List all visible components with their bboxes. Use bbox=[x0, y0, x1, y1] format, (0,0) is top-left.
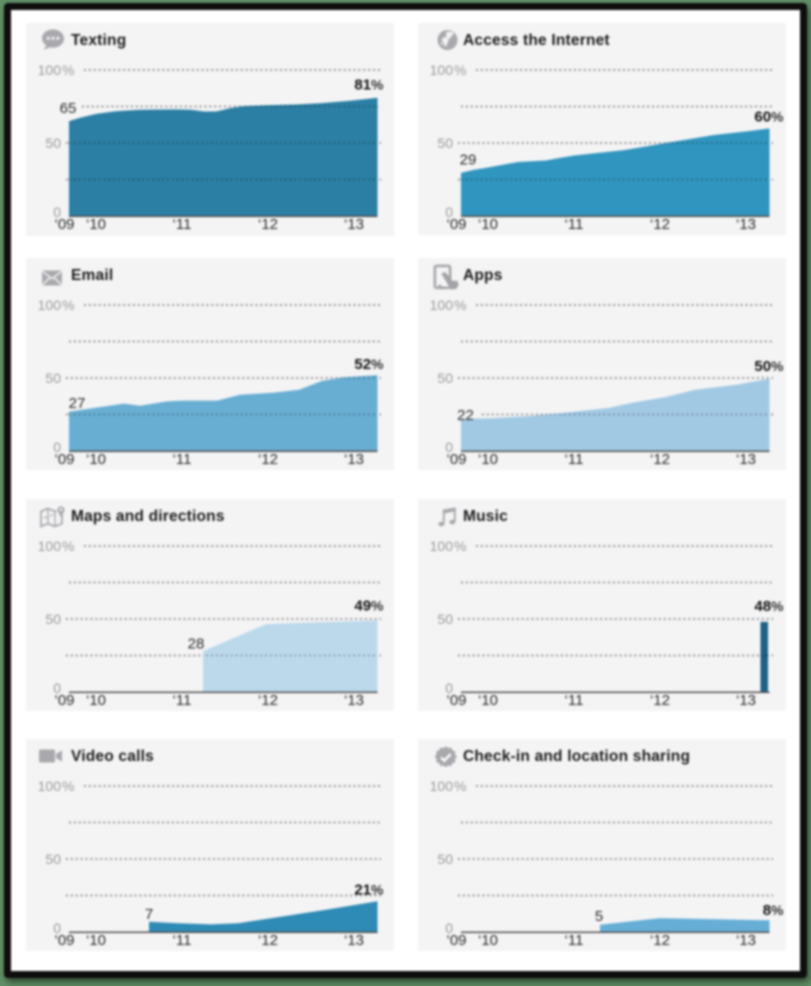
svg-text:‘13: ‘13 bbox=[736, 451, 756, 468]
svg-text:50: 50 bbox=[45, 611, 61, 627]
svg-text:‘12: ‘12 bbox=[258, 932, 278, 949]
svg-text:‘13: ‘13 bbox=[344, 932, 364, 949]
svg-text:%: % bbox=[454, 297, 466, 313]
svg-text:50%: 50% bbox=[754, 358, 784, 375]
svg-text:8%: 8% bbox=[763, 902, 784, 919]
svg-text:%: % bbox=[454, 538, 466, 554]
svg-text:5: 5 bbox=[595, 908, 603, 925]
svg-text:0: 0 bbox=[445, 439, 453, 455]
svg-text:‘12: ‘12 bbox=[650, 932, 670, 949]
svg-text:‘11: ‘11 bbox=[173, 451, 192, 468]
svg-text:0: 0 bbox=[445, 204, 453, 220]
svg-text:0: 0 bbox=[53, 439, 61, 455]
svg-text:‘12: ‘12 bbox=[258, 451, 278, 468]
svg-text:‘10: ‘10 bbox=[86, 932, 106, 949]
svg-text:7: 7 bbox=[145, 906, 153, 923]
svg-text:‘12: ‘12 bbox=[650, 692, 670, 709]
svg-text:‘11: ‘11 bbox=[173, 216, 192, 233]
svg-text:‘12: ‘12 bbox=[650, 451, 670, 468]
svg-text:%: % bbox=[62, 538, 74, 554]
svg-text:‘09: ‘09 bbox=[54, 692, 74, 709]
svg-text:100: 100 bbox=[38, 538, 62, 554]
svg-text:48%: 48% bbox=[754, 598, 784, 615]
svg-text:‘12: ‘12 bbox=[258, 692, 278, 709]
svg-text:‘10: ‘10 bbox=[86, 216, 106, 233]
svg-text:‘09: ‘09 bbox=[54, 932, 74, 949]
svg-text:‘09: ‘09 bbox=[446, 692, 466, 709]
svg-text:%: % bbox=[62, 297, 74, 313]
svg-text:29: 29 bbox=[460, 152, 477, 169]
svg-text:‘11: ‘11 bbox=[565, 216, 584, 233]
svg-text:‘11: ‘11 bbox=[173, 692, 192, 709]
svg-text:50: 50 bbox=[45, 370, 61, 386]
svg-text:0: 0 bbox=[445, 680, 453, 696]
svg-text:100: 100 bbox=[430, 778, 454, 794]
svg-text:‘10: ‘10 bbox=[86, 692, 106, 709]
svg-text:Music: Music bbox=[463, 508, 508, 525]
svg-text:65: 65 bbox=[60, 100, 77, 117]
svg-text:‘13: ‘13 bbox=[344, 692, 364, 709]
svg-text:0: 0 bbox=[53, 680, 61, 696]
svg-text:100: 100 bbox=[430, 62, 454, 78]
svg-text:‘11: ‘11 bbox=[565, 692, 584, 709]
svg-text:‘10: ‘10 bbox=[86, 451, 106, 468]
svg-text:27: 27 bbox=[69, 395, 86, 412]
svg-text:‘11: ‘11 bbox=[565, 451, 584, 468]
svg-text:‘12: ‘12 bbox=[650, 216, 670, 233]
svg-text:100: 100 bbox=[430, 538, 454, 554]
svg-text:0: 0 bbox=[53, 204, 61, 220]
svg-text:‘09: ‘09 bbox=[446, 216, 466, 233]
svg-text:100: 100 bbox=[38, 62, 62, 78]
svg-text:50: 50 bbox=[45, 135, 61, 151]
svg-text:50: 50 bbox=[437, 611, 453, 627]
svg-text:100: 100 bbox=[38, 778, 62, 794]
svg-text:‘12: ‘12 bbox=[258, 216, 278, 233]
svg-text:81%: 81% bbox=[354, 77, 384, 94]
svg-text:%: % bbox=[62, 778, 74, 794]
svg-text:52%: 52% bbox=[354, 356, 384, 373]
svg-text:‘09: ‘09 bbox=[54, 451, 74, 468]
svg-text:50: 50 bbox=[437, 135, 453, 151]
svg-text:%: % bbox=[454, 62, 466, 78]
svg-text:50: 50 bbox=[437, 851, 453, 867]
svg-text:‘10: ‘10 bbox=[478, 932, 498, 949]
svg-text:0: 0 bbox=[445, 920, 453, 936]
svg-text:Apps: Apps bbox=[463, 267, 503, 284]
svg-text:Video calls: Video calls bbox=[71, 748, 154, 765]
svg-text:100: 100 bbox=[38, 297, 62, 313]
svg-text:60%: 60% bbox=[754, 109, 784, 126]
svg-text:‘13: ‘13 bbox=[736, 216, 756, 233]
svg-text:100: 100 bbox=[430, 297, 454, 313]
svg-text:‘11: ‘11 bbox=[173, 932, 192, 949]
svg-text:‘10: ‘10 bbox=[478, 692, 498, 709]
svg-text:%: % bbox=[62, 62, 74, 78]
svg-text:‘10: ‘10 bbox=[478, 216, 498, 233]
svg-text:‘09: ‘09 bbox=[54, 216, 74, 233]
svg-text:‘09: ‘09 bbox=[446, 932, 466, 949]
svg-text:49%: 49% bbox=[354, 598, 384, 615]
svg-text:50: 50 bbox=[437, 370, 453, 386]
svg-text:‘13: ‘13 bbox=[344, 451, 364, 468]
svg-text:Texting: Texting bbox=[71, 32, 126, 49]
svg-text:%: % bbox=[454, 778, 466, 794]
svg-text:‘13: ‘13 bbox=[344, 216, 364, 233]
svg-text:Access the Internet: Access the Internet bbox=[463, 32, 610, 49]
svg-text:‘09: ‘09 bbox=[446, 451, 466, 468]
svg-text:‘11: ‘11 bbox=[565, 932, 584, 949]
svg-text:50: 50 bbox=[45, 851, 61, 867]
svg-text:‘13: ‘13 bbox=[736, 932, 756, 949]
svg-text:22: 22 bbox=[457, 407, 474, 424]
svg-text:0: 0 bbox=[53, 920, 61, 936]
svg-text:28: 28 bbox=[188, 636, 205, 653]
svg-text:‘10: ‘10 bbox=[478, 451, 498, 468]
svg-text:Check-in and location sharing: Check-in and location sharing bbox=[463, 748, 690, 765]
svg-text:Maps and directions: Maps and directions bbox=[71, 508, 225, 525]
svg-text:‘13: ‘13 bbox=[736, 692, 756, 709]
svg-text:Email: Email bbox=[71, 267, 113, 284]
svg-text:21%: 21% bbox=[354, 882, 384, 899]
